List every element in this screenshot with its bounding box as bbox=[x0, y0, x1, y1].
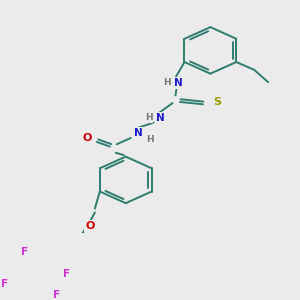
Text: F: F bbox=[53, 290, 61, 300]
Text: N: N bbox=[174, 78, 183, 88]
Text: O: O bbox=[82, 133, 92, 143]
Text: O: O bbox=[85, 221, 94, 231]
Text: N: N bbox=[156, 113, 165, 123]
Text: H: H bbox=[163, 79, 170, 88]
Text: H: H bbox=[145, 113, 152, 122]
Text: F: F bbox=[21, 247, 28, 257]
Text: N: N bbox=[134, 128, 143, 138]
Text: H: H bbox=[146, 135, 153, 144]
Text: S: S bbox=[213, 97, 221, 106]
Text: F: F bbox=[1, 279, 8, 289]
Text: F: F bbox=[63, 269, 70, 279]
